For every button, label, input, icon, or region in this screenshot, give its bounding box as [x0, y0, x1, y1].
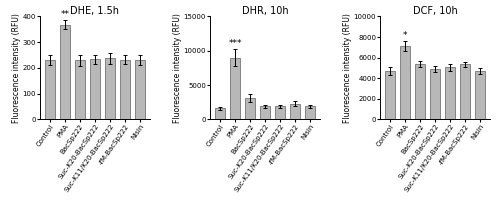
Text: *: *: [403, 31, 407, 40]
Bar: [75, 60, 85, 119]
Bar: [430, 69, 440, 119]
Title: DHE, 1.5h: DHE, 1.5h: [70, 6, 120, 16]
Bar: [445, 67, 455, 119]
Bar: [400, 46, 410, 119]
Bar: [305, 107, 315, 119]
Bar: [135, 60, 145, 119]
Bar: [385, 71, 395, 119]
Bar: [60, 25, 70, 119]
Title: DCF, 10h: DCF, 10h: [412, 6, 458, 16]
Bar: [460, 64, 470, 119]
Bar: [290, 104, 300, 119]
Y-axis label: Fluorescence intensity (RFU): Fluorescence intensity (RFU): [173, 13, 182, 123]
Bar: [415, 64, 425, 119]
Bar: [105, 59, 115, 119]
Bar: [215, 109, 225, 119]
Bar: [120, 60, 130, 119]
Title: DHR, 10h: DHR, 10h: [242, 6, 288, 16]
Y-axis label: Fluorescence intensity (RFU): Fluorescence intensity (RFU): [343, 13, 352, 123]
Bar: [230, 58, 240, 119]
Bar: [260, 107, 270, 119]
Bar: [90, 60, 100, 119]
Bar: [476, 71, 485, 119]
Bar: [275, 107, 285, 119]
Y-axis label: Fluorescence intensity (RFU): Fluorescence intensity (RFU): [12, 13, 21, 123]
Bar: [45, 60, 54, 119]
Text: **: **: [60, 9, 70, 19]
Text: ***: ***: [228, 39, 241, 48]
Bar: [245, 98, 255, 119]
